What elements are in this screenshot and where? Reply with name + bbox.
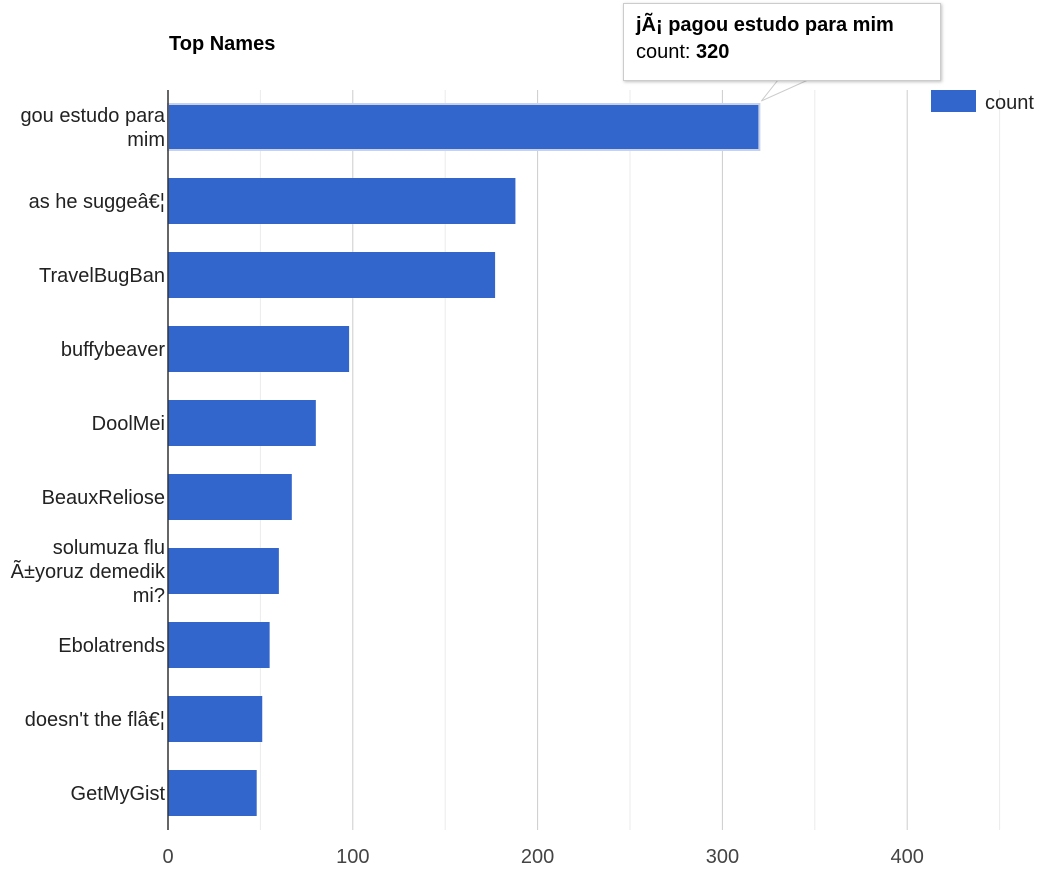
chart-title: Top Names [169, 33, 275, 55]
x-tick-label-4: 400 [891, 846, 924, 868]
category-label-6: solumuza flu Ã±yoruz demedik mi? [11, 537, 166, 607]
bar-3[interactable] [168, 326, 350, 372]
tooltip-pointer [760, 79, 809, 102]
bar-6[interactable] [168, 548, 279, 594]
x-tick-label-0: 0 [162, 846, 173, 868]
bar-4[interactable] [168, 400, 316, 446]
category-label-3: buffybeaver [61, 339, 165, 361]
x-tick-label-2: 200 [521, 846, 554, 868]
bar-8[interactable] [168, 696, 263, 742]
chart-tooltip: jÃ¡ pagou estudo para mim count: 320 [623, 3, 941, 81]
legend-label: count [985, 92, 1034, 114]
tooltip-line: count: 320 [636, 41, 928, 64]
tooltip-value: 320 [696, 41, 730, 63]
bar-5[interactable] [168, 474, 292, 520]
x-tick-label-3: 300 [706, 846, 739, 868]
legend-swatch [931, 90, 976, 112]
category-label-1: as he suggeâ€¦ [29, 191, 165, 213]
category-label-9: GetMyGist [71, 783, 166, 805]
tooltip-title: jÃ¡ pagou estudo para mim [636, 14, 894, 36]
bar-9[interactable] [168, 770, 257, 816]
category-label-0: gou estudo para mim [20, 105, 165, 151]
category-label-5: BeauxReliose [42, 487, 165, 509]
category-label-7: Ebolatrends [58, 635, 165, 657]
bar-1[interactable] [168, 178, 516, 224]
category-label-4: DoolMei [92, 413, 165, 435]
x-tick-label-1: 100 [336, 846, 369, 868]
bar-2[interactable] [168, 252, 496, 298]
category-label-2: TravelBugBan [39, 265, 165, 287]
bar-0[interactable] [167, 103, 761, 151]
tooltip-label: count: [636, 41, 691, 63]
category-label-8: doesn't the flâ€¦ [25, 709, 165, 731]
bar-7[interactable] [168, 622, 270, 668]
